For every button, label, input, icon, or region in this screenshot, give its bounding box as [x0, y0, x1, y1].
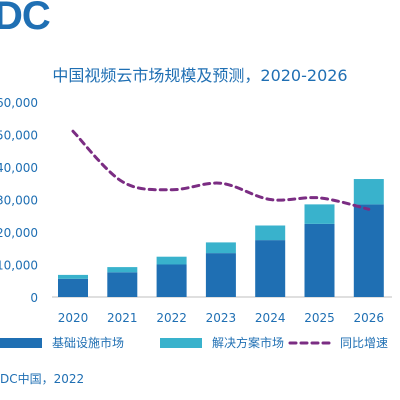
bar-solution [304, 204, 335, 224]
bars [58, 179, 384, 297]
legend-label-solution: 解决方案市场 [212, 335, 284, 350]
legend-label-growth: 同比增速 [340, 336, 388, 350]
y-tick-label: 20,000 [0, 226, 38, 240]
y-tick-label: 10,000 [0, 259, 38, 273]
bar-solution [107, 267, 138, 273]
x-tick-label: 2022 [156, 311, 187, 325]
bar-solution [353, 179, 384, 205]
bar-solution [205, 242, 236, 254]
bar-infrastructure [353, 204, 384, 297]
bar-infrastructure [58, 278, 88, 297]
growth-rate-line [71, 129, 371, 211]
bar-solution [156, 256, 187, 265]
x-tick-label: 2024 [255, 311, 286, 325]
y-tick-label: 40,000 [0, 161, 38, 175]
growth-line [71, 129, 371, 211]
bar-solution [58, 274, 88, 279]
x-tick-label: 2026 [354, 311, 385, 325]
bar-infrastructure [205, 253, 236, 297]
x-tick-label: 2023 [206, 311, 237, 325]
bar-infrastructure [255, 240, 286, 297]
chart-title: 中国视频云市场规模及预测，2020-2026 [52, 66, 348, 85]
y-tick-label: 0 [30, 291, 38, 305]
bar-infrastructure [156, 264, 187, 297]
legend-swatch-infrastructure [0, 338, 42, 348]
source-note: DC中国，2022 [0, 372, 85, 386]
x-tick-label: 2020 [58, 311, 89, 325]
y-tick-label: 60,000 [0, 96, 38, 110]
legend-swatch-solution [160, 338, 202, 348]
y-tick-label: 50,000 [0, 129, 38, 143]
brand-logo: DC [0, 0, 51, 38]
legend-label-infrastructure: 基础设施市场 [52, 335, 124, 350]
x-axis-labels: 2020 2021 2022 2023 2024 2025 2026 [58, 311, 384, 325]
bar-solution [255, 225, 286, 241]
x-tick-label: 2021 [107, 311, 138, 325]
bar-infrastructure [107, 272, 138, 297]
x-tick-label: 2025 [304, 311, 335, 325]
y-tick-label: 30,000 [0, 194, 38, 208]
legend: 基础设施市场 解决方案市场 同比增速 [0, 335, 388, 350]
bar-infrastructure [304, 223, 335, 297]
y-axis-labels: 0 10,000 20,000 30,000 40,000 50,000 60,000 [0, 96, 38, 305]
